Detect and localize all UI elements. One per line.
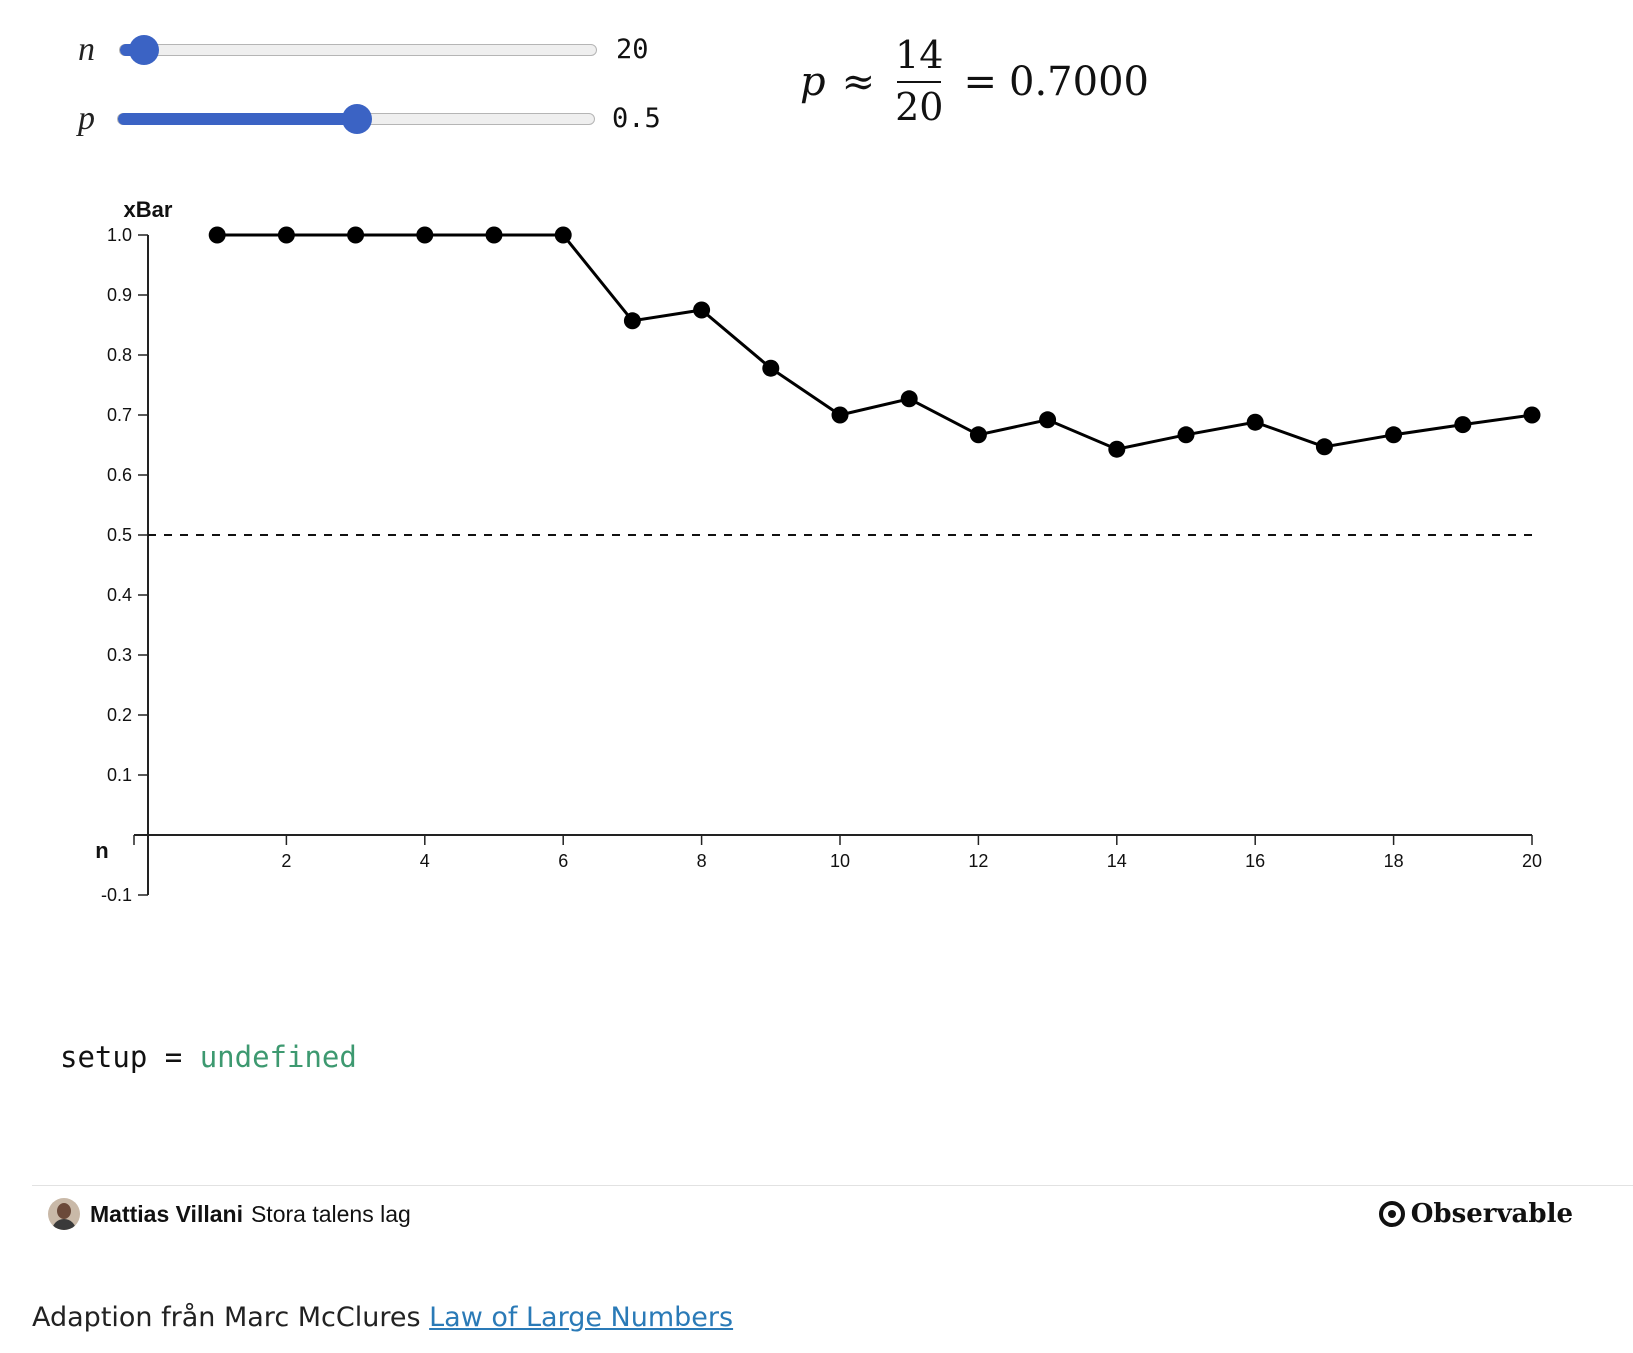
xbar-data-point (1246, 413, 1264, 431)
adaption-note: Adaption från Marc McClures Law of Large… (32, 1302, 733, 1333)
footer-divider (32, 1185, 1633, 1186)
y-tick-label: 0.1 (107, 765, 132, 785)
y-tick-label: 0.8 (107, 345, 132, 365)
y-tick-label: 0.5 (107, 525, 132, 545)
n-slider-value: 20 (616, 34, 649, 65)
xbar-data-point (623, 312, 641, 330)
p-slider-row: p (78, 99, 118, 139)
n-slider[interactable] (119, 35, 597, 65)
xbar-line-chart: 1.0 0.9 0.8 0.7 0.6 0.5 0.4 0.3 0.2 0.1 -0.1 2 4 6 8 10… (95, 197, 1542, 905)
y-tick-label: 0.9 (107, 285, 132, 305)
author-name[interactable]: Mattias Villani (90, 1200, 243, 1227)
x-tick-label: 2 (281, 851, 291, 871)
xbar-data-point (969, 426, 987, 444)
xbar-data-point (347, 226, 365, 244)
y-tick-label: 0.3 (107, 645, 132, 665)
estimate-fraction: 14 20 (891, 33, 947, 129)
x-tick-label: 18 (1384, 851, 1404, 871)
y-tick-label: 1.0 (107, 225, 132, 245)
xbar-data-point (1039, 411, 1057, 429)
n-slider-row: n (78, 30, 118, 70)
n-slider-label: n (78, 31, 95, 68)
x-tick-label: 8 (697, 851, 707, 871)
x-tick-label: 10 (830, 851, 850, 871)
p-slider[interactable] (117, 104, 595, 134)
estimate-numerator: 14 (895, 33, 944, 78)
xbar-data-point (1454, 416, 1472, 434)
observable-logo-icon (1378, 1201, 1405, 1227)
p-slider-value: 0.5 (612, 103, 661, 134)
estimate-symbol: p (800, 59, 826, 105)
p-slider-label: p (78, 100, 95, 137)
p-slider-thumb[interactable] (342, 104, 372, 134)
setup-op: = (164, 1040, 183, 1074)
x-tick-label: 12 (968, 851, 988, 871)
xbar-data-point (485, 226, 503, 244)
adaption-prefix: Adaption från Marc McClures (32, 1302, 421, 1333)
y-tick-label: -0.1 (101, 885, 132, 905)
observable-brand-text: Observable (1410, 1199, 1573, 1229)
y-tick-label: 0.7 (107, 405, 132, 425)
xbar-data-point (1108, 440, 1126, 458)
xbar-series-line (217, 233, 1533, 451)
xbar-data-point (208, 226, 226, 244)
x-tick-label: 6 (558, 851, 568, 871)
y-tick-label: 0.2 (107, 705, 132, 725)
xbar-data-point (693, 301, 711, 319)
estimate-result: 0.7000 (1009, 59, 1149, 105)
y-tick-label: 0.4 (107, 585, 132, 605)
x-tick-label: 4 (420, 851, 430, 871)
author-avatar[interactable] (48, 1198, 80, 1230)
notebook-byline[interactable]: Mattias Villani Stora talens lag (48, 1197, 411, 1231)
fraction-bar (897, 81, 942, 83)
n-slider-thumb[interactable] (128, 35, 159, 65)
xbar-data-point (416, 226, 434, 244)
xbar-data-point (900, 390, 918, 408)
xbar-data-point (762, 359, 780, 377)
x-tick-label: 16 (1245, 851, 1265, 871)
xbar-data-point (1385, 426, 1403, 444)
xbar-data-point (831, 406, 849, 424)
setup-name: setup (60, 1040, 148, 1074)
x-tick-label: 14 (1107, 851, 1127, 871)
xbar-data-point (1177, 426, 1195, 444)
approx-sign: ≈ (841, 59, 876, 105)
notebook-title[interactable]: Stora talens lag (250, 1200, 411, 1227)
x-tick-label: 20 (1522, 851, 1542, 871)
y-tick-label: 0.6 (107, 465, 132, 485)
p-slider-fill (118, 113, 357, 125)
y-axis-label: xBar (124, 197, 173, 222)
equals-sign: = (963, 59, 997, 105)
setup-cell-output: setup = undefined (60, 1040, 357, 1074)
x-axis-label: n (95, 838, 108, 863)
law-of-large-numbers-link[interactable]: Law of Large Numbers (429, 1302, 734, 1333)
xbar-data-point (554, 226, 572, 244)
xbar-data-point (277, 226, 295, 244)
observable-brand-link[interactable]: Observable (1378, 1197, 1573, 1231)
estimate-denominator: 20 (895, 85, 944, 129)
xbar-data-point (1523, 406, 1541, 424)
p-estimate-formula: p ≈ 14 20 = 0.7000 (800, 32, 1149, 132)
xbar-data-point (1315, 438, 1333, 456)
setup-value: undefined (199, 1040, 357, 1074)
